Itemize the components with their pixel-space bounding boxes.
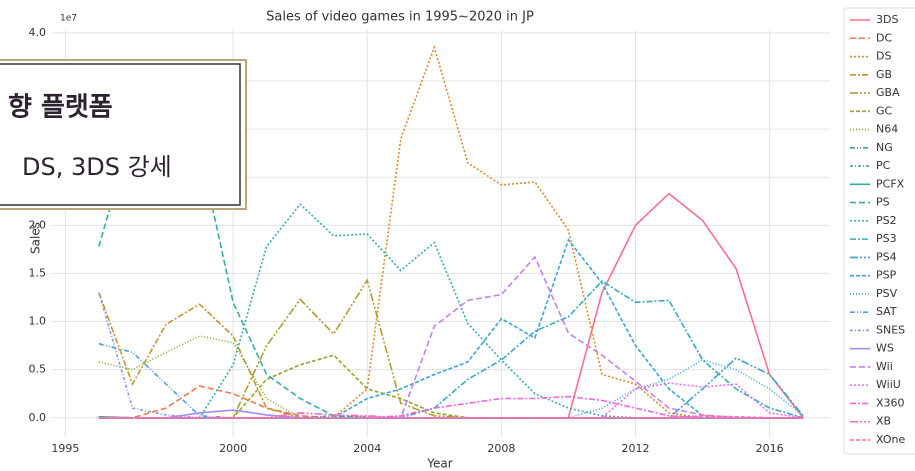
legend-label: DS [876, 50, 891, 63]
legend-label: 3DS [876, 13, 898, 26]
y-tick-label: 4.0 [29, 26, 47, 39]
legend-label: NG [876, 141, 893, 154]
series-line [98, 414, 804, 419]
x-axis-label: Year [426, 457, 452, 471]
y-tick-label: 0.5 [29, 363, 47, 376]
legend-label: SAT [876, 305, 897, 318]
legend-label: XB [876, 415, 891, 428]
legend-label: WiiU [876, 378, 901, 391]
y-tick-label: 0.0 [29, 411, 47, 424]
legend-label: PC [876, 159, 891, 172]
callout-box [0, 63, 241, 206]
y-tick-label: 1.5 [29, 266, 47, 279]
legend-label: GB [876, 68, 892, 81]
y-tick-label: 2.0 [29, 218, 47, 231]
legend-label: PS2 [876, 214, 897, 227]
series-line [98, 412, 804, 419]
callout-line: 향 플랫폼 [8, 93, 113, 123]
x-tick-label: 2000 [219, 442, 247, 455]
chart-title: Sales of video games in 1995~2020 in JP [266, 10, 534, 25]
legend-label: X360 [876, 396, 905, 409]
legend-label: PS3 [876, 232, 897, 245]
x-tick-label: 1995 [51, 442, 79, 455]
callout-line: DS, 3DS 강세 [22, 153, 172, 181]
legend-label: SNES [876, 323, 905, 336]
x-tick-label: 2004 [353, 442, 381, 455]
x-tick-label: 2008 [487, 442, 515, 455]
legend-label: PS4 [876, 250, 897, 263]
legend-label: PCFX [876, 177, 905, 190]
legend-label: N64 [876, 123, 898, 136]
legend-label: DC [876, 31, 892, 44]
legend-label: GC [876, 104, 893, 117]
legend-label: GBA [876, 86, 900, 99]
callout: 향 플랫폼 DS, 3DS 강세 [0, 59, 247, 210]
legend-label: WS [876, 342, 894, 355]
legend-label: PSV [876, 287, 898, 300]
y-axis-label: Sales [29, 222, 43, 254]
y-tick-label: 1.0 [29, 315, 47, 328]
x-tick-label: 2016 [756, 442, 784, 455]
legend-label: PS [876, 196, 890, 209]
legend-label: XOne [876, 433, 905, 446]
legend: 3DS DC DS GB GBA GC N64 NG PC PCFX PS PS2 PS3 PS4 PSP P… [843, 7, 915, 455]
x-tick-label: 2012 [622, 442, 650, 455]
offset-label: 1e7 [60, 14, 77, 24]
legend-box [843, 7, 915, 455]
legend-label: Wii [876, 360, 893, 373]
legend-label: PSP [876, 269, 897, 282]
